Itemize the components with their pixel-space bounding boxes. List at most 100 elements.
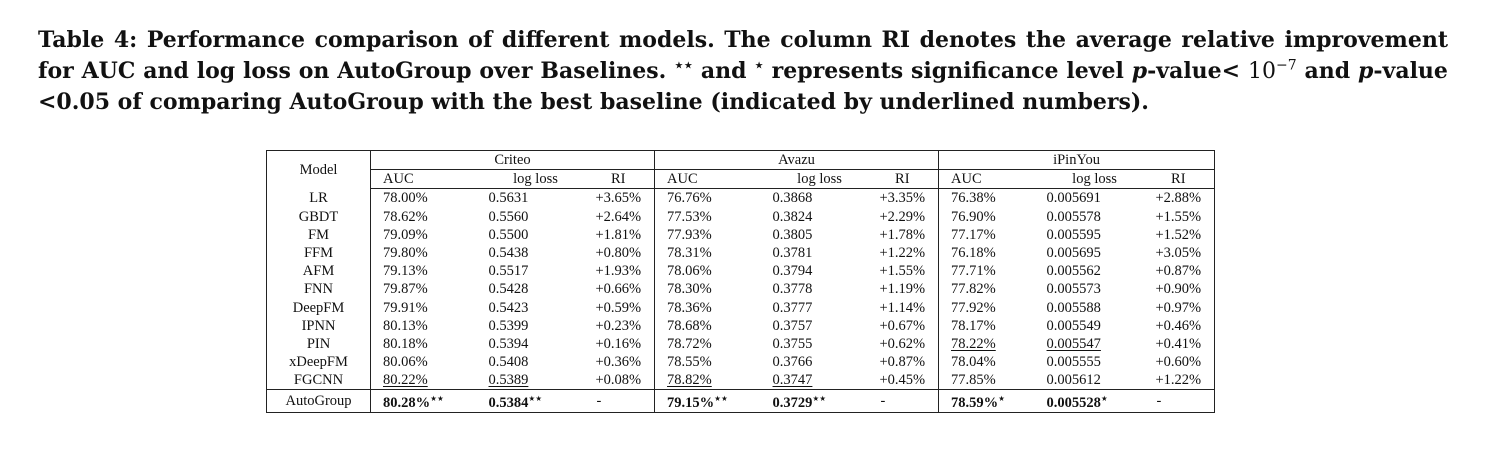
model-name: FGCNN [266,371,371,390]
cell-value: 0.3805 [772,226,813,243]
cell-value: +2.29% [879,208,926,225]
table-row: GBDT 78.62% 0.5560 +2.64% 77.53% 0.3824 +2.29%… [266,207,1215,226]
table-cell: 0.5560 [477,208,583,226]
table-body: LR 78.00% 0.5631 +3.65% 76.76% 0.3868 +3.35% 76… [266,188,1215,413]
sub-header-log-loss: log loss [760,169,867,190]
table-cell: +3.65% [583,189,655,208]
table-cell: +0.41% [1143,335,1215,353]
cell-value: 80.22% [383,372,428,389]
cell-value: +1.19% [879,281,926,298]
table-cell: +0.80% [583,244,655,262]
cell-value: +3.35% [879,190,926,207]
table-cell: 0.3747 [761,371,867,390]
table-cell: 0.005547 [1035,335,1143,353]
cell-value: 0.005578 [1046,208,1101,225]
table-cell: 78.55% [654,353,761,372]
cell-value: 0.005555 [1046,354,1101,371]
cell-value: 0.5384 [488,395,529,412]
cell-value: 0.3729 [772,395,813,412]
model-name: DeepFM [266,298,371,317]
cell-value: - [596,393,602,410]
caption-label: Table 4: [38,27,138,53]
cell-value: +0.80% [595,245,642,262]
table-cell: 0.005695 [1035,244,1143,262]
cell-value: 78.55% [667,354,712,371]
table-cell: 0.3805 [761,226,867,244]
cell-value: 0.5399 [488,317,529,334]
table-cell: +1.93% [583,262,655,280]
table-cell: +0.87% [1143,262,1215,280]
table-cell: 0.005562 [1035,262,1143,280]
table-row: FNN 79.87% 0.5428 +0.66% 78.30% 0.3778 +1.19% 7… [266,280,1215,299]
table-cell: 78.59%⋆ [938,389,1035,413]
table-cell: +1.55% [867,262,939,280]
cell-value: 0.3766 [772,354,813,371]
cell-value: 0.3794 [772,263,813,280]
table-cell: 78.17% [938,316,1035,335]
table-cell: 0.005549 [1035,317,1143,335]
cell-value: 0.3781 [772,245,813,262]
cell-value: 78.36% [667,299,712,316]
exponent: −7 [1275,57,1297,74]
table-cell: 79.09% [370,225,477,244]
sub-header-log-loss: log loss [1034,169,1143,190]
table-cell: 0.005691 [1035,189,1143,208]
cell-value: +1.52% [1155,226,1202,243]
cell-value: 0.5500 [488,226,529,243]
cell-value: +0.67% [879,317,926,334]
table-cell: 0.005555 [1035,353,1143,371]
table-cell: 78.06% [654,262,761,281]
cell-value: 77.93% [667,226,712,243]
table-cell: 79.80% [370,243,477,263]
table-cell: 0.005588 [1035,299,1143,317]
cell-value: +0.62% [879,335,926,352]
cell-value: +3.65% [595,190,642,207]
table-row: xDeepFM 80.06% 0.5408 +0.36% 78.55% 0.3766 +0.… [266,353,1215,372]
cell-value: 0.5389 [488,372,529,389]
table-cell: +1.22% [867,244,939,262]
table-cell: +1.19% [867,280,939,298]
table-cell: 78.31% [654,243,761,263]
table-cell: 77.92% [938,298,1035,317]
table-cell: 0.5384⋆⋆ [476,389,583,413]
caption-and2: and [1304,58,1351,84]
table-cell: +1.52% [1143,226,1215,244]
significance-star-icon: ⋆⋆ [430,393,444,406]
table-cell: 77.71% [938,262,1035,281]
cell-value: 0.005588 [1046,299,1101,316]
model-name: PIN [266,334,371,354]
cell-value: +0.97% [1155,299,1202,316]
model-name: GBDT [266,207,371,226]
cell-value: 76.38% [951,190,996,207]
cell-value: +0.45% [879,372,926,389]
cell-value: 0.3868 [772,190,813,207]
table-cell: +3.05% [1143,244,1215,262]
cell-value: 77.17% [951,226,996,243]
significance-star-icon: ⋆ [998,393,1006,406]
cell-value: 0.005691 [1046,190,1101,207]
sub-header-auc: AUC [654,169,761,190]
table-cell: 0.5438 [477,244,583,262]
table-cell: 77.82% [938,280,1035,299]
table-cell: +1.81% [583,226,655,244]
table-cell: 77.17% [938,225,1035,244]
table-cell: +0.60% [1143,353,1215,371]
table-cell: 76.18% [938,243,1035,263]
table-cell: 0.3778 [761,280,867,298]
autogroup-row: AutoGroup 80.28%⋆⋆ 0.5384⋆⋆ -79.15%⋆⋆ 0.3729… [266,389,1215,413]
cell-value: 77.53% [667,208,712,225]
group-header-criteo: Criteo [370,150,655,171]
cell-value: 77.85% [951,372,996,389]
cell-value: 79.13% [383,263,428,280]
sub-header-row: AUC log loss RI AUC log loss RI AUC log loss RI [267,169,1215,190]
table-cell: +0.90% [1143,280,1215,298]
cell-value: 0.5631 [488,190,529,207]
sub-header-auc: AUC [938,169,1035,190]
cell-value: 76.76% [667,190,712,207]
cell-value: 78.30% [667,281,712,298]
table-cell: - [866,389,939,413]
cell-value: +3.05% [1155,245,1202,262]
table-cell: +0.23% [583,317,655,335]
cell-value: +0.41% [1155,335,1202,352]
table-cell: 78.72% [654,334,761,354]
